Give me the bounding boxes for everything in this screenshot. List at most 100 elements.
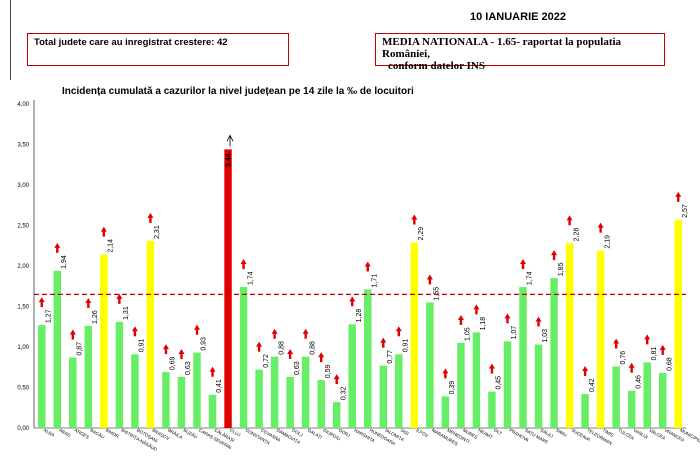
value-label: 0,88 [309,341,316,355]
value-label: 2,31 [154,225,161,239]
increase-arrow [395,326,402,332]
y-tick-label: 2,00 [17,264,29,270]
y-tick-label: 2,50 [17,224,29,230]
increase-arrow-shaft [397,330,401,337]
y-tick-label: 0,50 [17,386,29,392]
increase-arrow-shaft [335,378,338,385]
increase-arrow [85,297,92,303]
increase-arrow-shaft [661,349,664,355]
category-label: CLUJ [229,428,241,438]
increase-arrow-shaft [552,254,556,261]
increase-arrow [147,212,154,218]
increase-arrow-shaft [118,298,121,304]
value-label: 0,91 [403,339,410,353]
bar-ilfov [410,242,419,428]
bar-cluj [224,149,232,429]
increase-arrow [240,259,247,265]
corner-divider [10,0,11,80]
increase-arrow-shaft [677,196,680,202]
category-label: GALAȚI [307,428,323,440]
value-label: 1,71 [371,274,378,288]
value-label: 2,14 [108,239,115,253]
value-label: 1,26 [92,310,99,324]
category-label: TULCEA [617,428,635,441]
y-tick-label: 0,00 [17,426,29,432]
value-label: 1,28 [356,309,363,323]
national-average-box: MEDIA NATIONALA - 1.65- raportat la popu… [375,33,665,72]
value-label: 1,27 [45,309,52,323]
value-label: 0,93 [201,337,208,351]
total-increase-box: Total judete care au inregistrat crester… [27,33,289,66]
increase-arrow [473,304,480,310]
value-label: 0,42 [589,378,596,392]
increase-arrow [628,362,635,368]
value-label: 1,07 [511,326,518,340]
value-label: 1,74 [247,271,254,285]
increase-arrow [178,348,185,354]
bar-argeș [69,357,77,428]
increase-arrow [162,344,169,350]
bar-dâmbovița [270,356,279,428]
increase-arrow [551,250,558,256]
bar-maramureș [426,302,434,428]
category-label: DOLJ [291,428,303,438]
increase-arrow-shaft [568,219,571,226]
increase-arrow-shaft [102,231,106,237]
value-label: 3.44 [226,153,233,167]
bar-covasna [255,369,263,428]
y-tick-label: 3,00 [17,183,29,189]
increase-arrow [380,337,387,343]
increase-arrow [364,261,371,267]
value-label: 0,91 [139,339,146,353]
value-label: 0,63 [185,361,192,375]
increase-arrow-shaft [630,367,633,373]
increase-arrow [256,341,263,347]
increase-arrow-shaft [490,368,494,374]
bar-iași [395,354,403,428]
bar-municipiul-bucurești [674,219,682,428]
increase-arrow [675,191,682,197]
category-label: TIMIȘ [602,428,615,438]
bar-mehedinți [441,396,450,428]
increase-arrow-shaft [366,265,369,272]
increase-arrow-shaft [304,333,307,339]
category-label: ARGEȘ [74,428,90,440]
bar-tulcea [612,366,620,428]
bar-botoșani [131,354,139,428]
bar-vaslui [627,390,636,428]
bar-neamț [472,332,481,428]
increase-arrow-shaft [273,333,276,339]
increase-arrow [426,274,433,280]
increase-arrow-shaft [428,278,432,285]
increase-arrow-shaft [599,227,602,233]
bar-harghita [348,324,356,428]
increase-arrow [504,313,511,319]
report-date: 10 IANUARIE 2022 [470,11,566,23]
bar-gorj [332,402,341,428]
increase-arrow-shaft [133,330,137,337]
value-label: 1,18 [480,317,487,331]
national-average-line1: MEDIA NATIONALA - 1.65- raportat la popu… [382,36,622,60]
increase-arrow-shaft [413,219,416,225]
category-label: ARAD [58,428,72,439]
value-label: 1,74 [527,271,534,285]
bar-vrancea [658,372,667,428]
bar-mureș [457,342,465,428]
chart-title: Incidența cumulată a cazurilor la nivel … [62,86,414,97]
category-label: OLT [493,428,503,437]
increase-arrow [116,293,123,299]
increase-arrow [659,344,666,350]
category-label: MUNICIPIUL BUCUREȘTI [679,428,700,459]
increase-arrow-shaft [288,353,292,359]
value-label: 1,31 [123,306,130,320]
bar-bihor [100,254,108,428]
increase-arrow [333,374,340,380]
bar-brăila [162,372,170,428]
value-label: 1,85 [558,262,565,276]
increase-arrow-shaft [351,300,354,307]
category-label: ALBA [43,428,55,438]
increase-arrow [38,297,45,303]
y-tick-label: 3,50 [17,143,29,149]
increase-arrow-shaft [537,321,540,327]
increase-arrow-shaft [164,348,168,355]
